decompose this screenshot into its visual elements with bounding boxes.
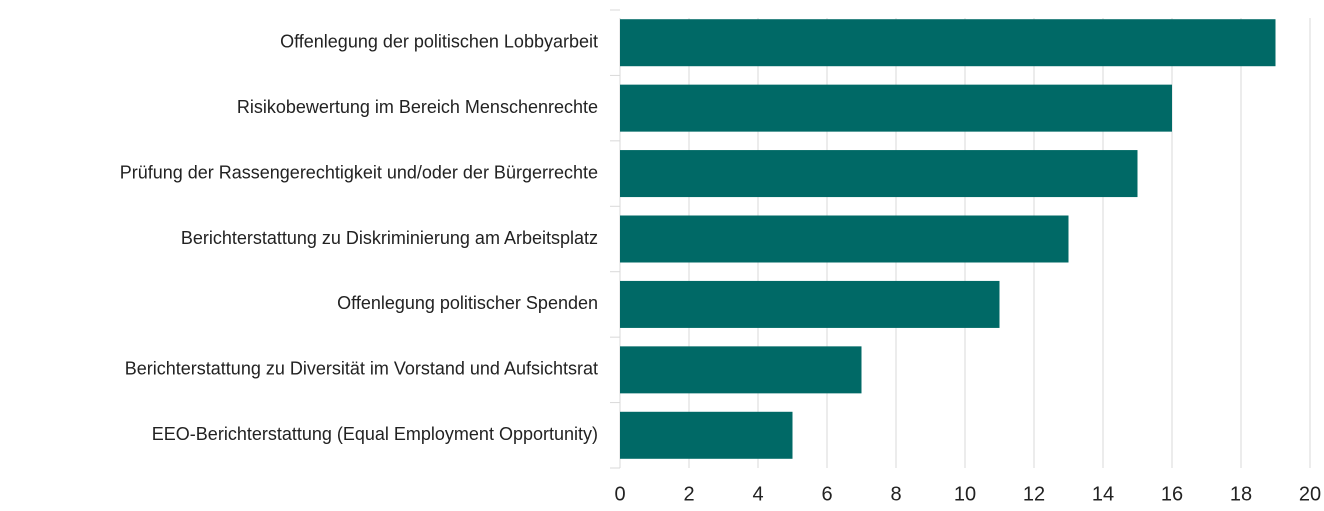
x-tick-label: 10 xyxy=(954,483,976,505)
x-tick-label: 16 xyxy=(1161,483,1183,505)
bar xyxy=(620,19,1276,67)
y-tick-label: Risikobewertung im Bereich Menschenrecht… xyxy=(237,97,598,117)
bar xyxy=(620,280,1000,328)
x-tick-label: 8 xyxy=(890,483,901,505)
y-tick-label: Offenlegung politischer Spenden xyxy=(337,293,598,313)
x-tick-label: 2 xyxy=(683,483,694,505)
x-tick-label: 4 xyxy=(752,483,763,505)
x-tick-label: 14 xyxy=(1092,483,1114,505)
x-tick-label: 6 xyxy=(821,483,832,505)
bar xyxy=(620,346,862,394)
x-tick-label: 12 xyxy=(1023,483,1045,505)
x-tick-label: 0 xyxy=(614,483,625,505)
bar xyxy=(620,215,1069,263)
bar xyxy=(620,84,1172,132)
bar xyxy=(620,411,793,459)
y-tick-label: Berichterstattung zu Diskriminierung am … xyxy=(181,228,598,248)
y-tick-label: EEO-Berichterstattung (Equal Employment … xyxy=(152,424,598,444)
x-tick-label: 20 xyxy=(1299,483,1321,505)
x-tick-label: 18 xyxy=(1230,483,1252,505)
y-tick-label: Berichterstattung zu Diversität im Vorst… xyxy=(125,359,598,379)
y-tick-label: Offenlegung der politischen Lobbyarbeit xyxy=(280,31,598,51)
y-tick-label: Prüfung der Rassengerechtigkeit und/oder… xyxy=(120,162,598,182)
bar xyxy=(620,150,1138,198)
